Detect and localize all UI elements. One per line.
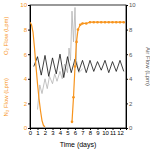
- chart: 012345678910111202468100246810Time (days…: [0, 0, 150, 150]
- marker: [74, 65, 77, 68]
- axis-line: [127, 6, 129, 129]
- tick-mark: [28, 103, 30, 104]
- tick: 11: [110, 128, 117, 136]
- tick-mark: [28, 5, 30, 6]
- marker: [107, 21, 110, 24]
- tick-label: 6: [74, 130, 78, 136]
- tick-mark: [126, 103, 128, 104]
- marker: [75, 41, 78, 44]
- marker: [81, 22, 84, 25]
- tick-label: 0: [24, 125, 28, 131]
- tick-mark: [126, 5, 128, 6]
- marker: [100, 21, 103, 24]
- marker: [115, 21, 118, 24]
- y2-axis: 0 2 4 6 8 10: [126, 2, 136, 131]
- tick-label: 4: [129, 76, 133, 82]
- tick: 2: [24, 101, 30, 107]
- tick: 0: [126, 125, 133, 131]
- marker: [72, 96, 75, 99]
- tick: 3: [51, 128, 55, 136]
- tick: 0: [29, 128, 33, 136]
- tick-label: 6: [24, 52, 28, 58]
- tick-label: 5: [66, 130, 70, 136]
- marker: [96, 21, 99, 24]
- tick-mark: [126, 128, 128, 129]
- tick: 4: [126, 76, 133, 82]
- series-line: [34, 54, 124, 77]
- tick-label: 11: [110, 130, 117, 136]
- tick: 0: [24, 125, 30, 131]
- tick: 6: [74, 128, 78, 136]
- x-axis-title: Time (days): [60, 141, 97, 149]
- tick-mark: [28, 128, 30, 129]
- marker: [71, 121, 74, 124]
- tick-label: 6: [129, 52, 133, 58]
- tick-label: 10: [20, 2, 27, 8]
- tick-label: 10: [129, 2, 136, 8]
- marker: [119, 21, 122, 24]
- marker: [79, 23, 82, 26]
- tick: 6: [24, 52, 30, 58]
- tick: 9: [96, 128, 100, 136]
- marker: [104, 21, 107, 24]
- marker: [111, 21, 114, 24]
- tick: 10: [20, 2, 30, 8]
- tick-label: 2: [129, 101, 133, 107]
- tick: 2: [126, 101, 133, 107]
- tick: 10: [126, 2, 136, 8]
- tick-label: 12: [117, 130, 124, 136]
- tick: 12: [117, 128, 124, 136]
- tick: 6: [126, 52, 133, 58]
- tick-mark: [28, 30, 30, 31]
- tick-label: 2: [44, 130, 48, 136]
- marker: [85, 22, 88, 25]
- tick: 5: [66, 128, 70, 136]
- marker: [89, 21, 92, 24]
- y-axis: 0 2 4 6 8 10: [20, 2, 30, 131]
- tick-label: 3: [51, 130, 55, 136]
- y2-axis-title: Air Flow (Lpm): [145, 47, 150, 86]
- marker: [92, 21, 95, 24]
- tick-mark: [126, 30, 128, 31]
- tick: 1: [36, 128, 40, 136]
- tick: 2: [44, 128, 48, 136]
- plot-frame: [30, 5, 126, 128]
- tick: 10: [102, 128, 109, 136]
- tick-label: 10: [102, 130, 109, 136]
- tick-mark: [28, 79, 30, 80]
- series-line: [30, 22, 45, 127]
- tick-label: 4: [24, 76, 28, 82]
- tick-mark: [126, 79, 128, 80]
- tick-label: 2: [24, 101, 28, 107]
- y-axis-title: N₂ Flow (Lpm): [3, 78, 9, 116]
- tick-mark: [126, 54, 128, 55]
- tick-label: 8: [89, 130, 93, 136]
- tick-label: 0: [29, 130, 33, 136]
- axis-line: [28, 6, 31, 129]
- tick-label: 8: [129, 27, 133, 33]
- tick: 4: [59, 128, 63, 136]
- tick: 8: [89, 128, 93, 136]
- tick-mark: [28, 54, 30, 55]
- tick: 8: [24, 27, 30, 33]
- tick-label: 4: [59, 130, 63, 136]
- tick-label: 9: [96, 130, 100, 136]
- tick-label: 8: [24, 27, 28, 33]
- tick-label: 0: [129, 125, 133, 131]
- plot: 012345678910111202468100246810: [20, 2, 136, 136]
- y-axis-title: O₂ Flow (Lpm): [3, 16, 9, 55]
- tick: 7: [81, 128, 85, 136]
- tick: 4: [24, 76, 30, 82]
- marker: [122, 21, 125, 24]
- tick-label: 7: [81, 130, 85, 136]
- tick-label: 1: [36, 130, 40, 136]
- series-line: [72, 22, 124, 122]
- x-axis: 0123456789101112: [29, 128, 127, 136]
- data-layer: [30, 7, 125, 126]
- marker: [77, 28, 80, 31]
- tick: 8: [126, 27, 133, 33]
